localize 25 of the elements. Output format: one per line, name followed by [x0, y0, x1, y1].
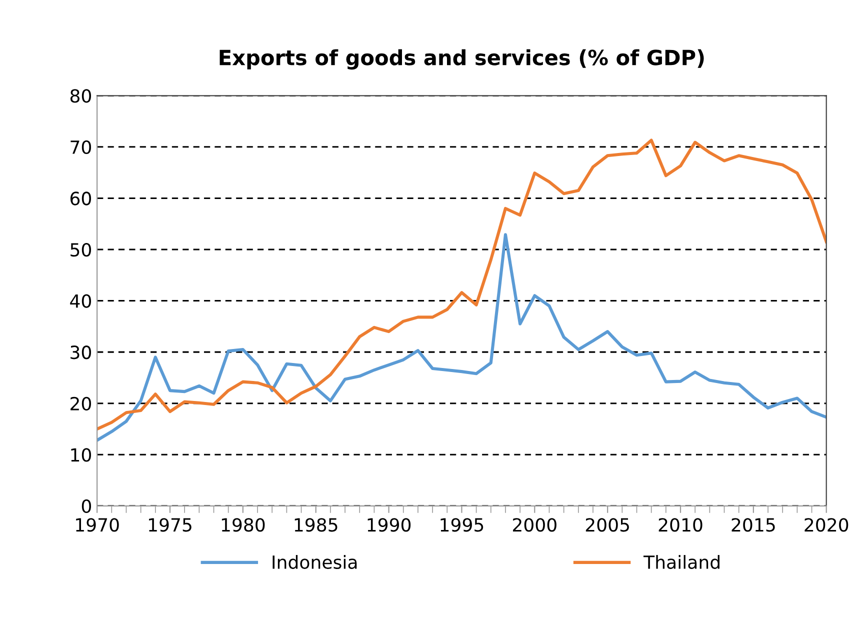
x-tick-label: 1990	[368, 518, 411, 532]
y-tick-label: 60	[70, 192, 92, 206]
x-tick-label: 2010	[658, 518, 702, 532]
legend-label: Indonesia	[272, 555, 357, 569]
x-tick-label: 2020	[804, 518, 848, 532]
x-tick-label: 2015	[732, 518, 775, 532]
chart-title: Exports of goods and services (% of GDP)	[220, 49, 704, 70]
legend-label: Thailand	[643, 555, 720, 569]
x-tick-label: 1975	[149, 518, 192, 532]
line-series	[97, 138, 826, 431]
x-tick-label: 1980	[222, 518, 265, 532]
x-tick-label: 1985	[294, 518, 338, 532]
x-tick-label: 1970	[76, 518, 119, 532]
y-tick-label: 80	[70, 89, 92, 103]
line-series	[97, 233, 826, 442]
y-tick-label: 30	[70, 346, 92, 360]
y-tick-label: 50	[70, 242, 92, 257]
y-tick-label: 0	[82, 499, 92, 514]
y-tick-label: 20	[70, 396, 92, 410]
x-tick-label: 1995	[440, 518, 484, 532]
y-tick-label: 40	[70, 294, 92, 308]
x-tick-label: 2005	[586, 518, 629, 532]
y-tick-label: 10	[71, 448, 92, 462]
y-tick-label: 70	[70, 140, 92, 154]
x-tick-label: 2000	[512, 518, 556, 532]
